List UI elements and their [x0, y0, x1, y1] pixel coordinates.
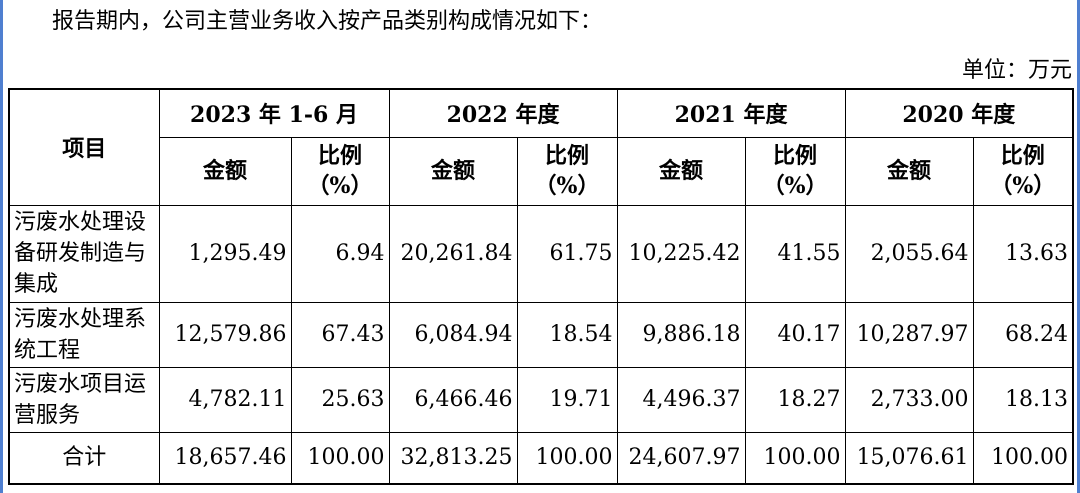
unit-label: 单位：万元 — [961, 58, 1072, 83]
total-amount-cell: 15,076.61 — [844, 431, 974, 485]
table-row: 污废水处理系统工程 12,579.86 67.43 6,084.94 18.54… — [8, 301, 1074, 368]
ratio-label: 比例 — [317, 143, 362, 169]
amount-cell: 2,733.00 — [844, 366, 974, 433]
ratio-cell: 6.94 — [290, 204, 390, 303]
ratio-label: 比例 — [545, 143, 590, 169]
total-amount-cell: 18,657.46 — [158, 431, 292, 485]
page-frame-right — [1077, 0, 1080, 493]
ratio-cell: 61.75 — [516, 204, 618, 303]
amount-cell: 10,287.97 — [844, 301, 974, 368]
total-ratio-cell: 100.00 — [290, 431, 390, 485]
total-label: 合计 — [8, 431, 160, 485]
ratio-cell: 18.27 — [744, 366, 846, 433]
ratio-cell: 67.43 — [290, 301, 390, 368]
total-ratio-cell: 100.00 — [972, 431, 1074, 485]
total-row: 合计 18,657.46 100.00 32,813.25 100.00 24,… — [8, 431, 1074, 485]
period-header-2022: 2022 年度 — [388, 88, 618, 138]
ratio-label: 比例 — [773, 143, 818, 169]
total-ratio-cell: 100.00 — [516, 431, 618, 485]
period-header-2020: 2020 年度 — [844, 88, 1074, 138]
page-frame-left — [0, 0, 3, 493]
ratio-header: 比例 （%） — [744, 136, 846, 206]
row-label: 污废水处理设备研发制造与集成 — [8, 204, 160, 303]
header-row-columns: 金额 比例 （%） 金额 比例 （%） 金额 比例 （%） 金额 比例 （%） — [9, 136, 1074, 206]
ratio-header: 比例 （%） — [972, 136, 1074, 206]
ratio-unit: （%） — [307, 173, 373, 199]
amount-cell: 6,084.94 — [388, 301, 518, 368]
period-header-2021: 2021 年度 — [616, 88, 846, 138]
ratio-header: 比例 （%） — [516, 136, 618, 206]
ratio-cell: 18.13 — [972, 366, 1074, 433]
ratio-cell: 13.63 — [972, 204, 1074, 303]
ratio-unit: （%） — [990, 173, 1056, 199]
row-label: 污废水项目运营服务 — [8, 366, 160, 433]
amount-header: 金额 — [616, 136, 746, 206]
period-header-2023h1: 2023 年 1-6 月 — [158, 88, 390, 138]
total-amount-cell: 32,813.25 — [388, 431, 518, 485]
amount-cell: 12,579.86 — [158, 301, 292, 368]
amount-header: 金额 — [844, 136, 974, 206]
ratio-unit: （%） — [762, 173, 828, 199]
ratio-unit: （%） — [534, 173, 600, 199]
table-row: 污废水项目运营服务 4,782.11 25.63 6,466.46 19.71 … — [8, 366, 1074, 433]
row-label: 污废水处理系统工程 — [8, 301, 160, 368]
amount-cell: 4,496.37 — [616, 366, 746, 433]
amount-header: 金额 — [158, 136, 292, 206]
header-row-periods: 项目 2023 年 1-6 月 2022 年度 2021 年度 2020 年度 — [8, 88, 1074, 206]
amount-cell: 9,886.18 — [616, 301, 746, 368]
ratio-cell: 41.55 — [744, 204, 846, 303]
intro-text: 报告期内，公司主营业务收入按产品类别构成情况如下： — [52, 9, 603, 34]
amount-cell: 10,225.42 — [616, 204, 746, 303]
item-header: 项目 — [8, 88, 160, 206]
amount-cell: 2,055.64 — [844, 204, 974, 303]
amount-cell: 1,295.49 — [158, 204, 292, 303]
table-row: 污废水处理设备研发制造与集成 1,295.49 6.94 20,261.84 6… — [8, 204, 1074, 303]
ratio-cell: 19.71 — [516, 366, 618, 433]
revenue-table: 项目 2023 年 1-6 月 2022 年度 2021 年度 2020 年度 … — [8, 88, 1075, 485]
ratio-cell: 68.24 — [972, 301, 1074, 368]
amount-cell: 6,466.46 — [388, 366, 518, 433]
amount-cell: 20,261.84 — [388, 204, 518, 303]
ratio-cell: 18.54 — [516, 301, 618, 368]
ratio-header: 比例 （%） — [290, 136, 390, 206]
ratio-cell: 25.63 — [290, 366, 390, 433]
total-amount-cell: 24,607.97 — [616, 431, 746, 485]
amount-header: 金额 — [388, 136, 518, 206]
amount-cell: 4,782.11 — [158, 366, 292, 433]
ratio-label: 比例 — [1000, 143, 1045, 169]
total-ratio-cell: 100.00 — [744, 431, 846, 485]
ratio-cell: 40.17 — [744, 301, 846, 368]
